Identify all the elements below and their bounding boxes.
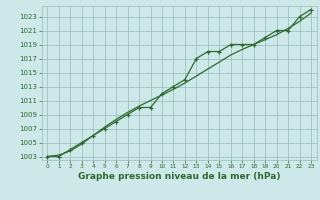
- X-axis label: Graphe pression niveau de la mer (hPa): Graphe pression niveau de la mer (hPa): [78, 172, 280, 181]
